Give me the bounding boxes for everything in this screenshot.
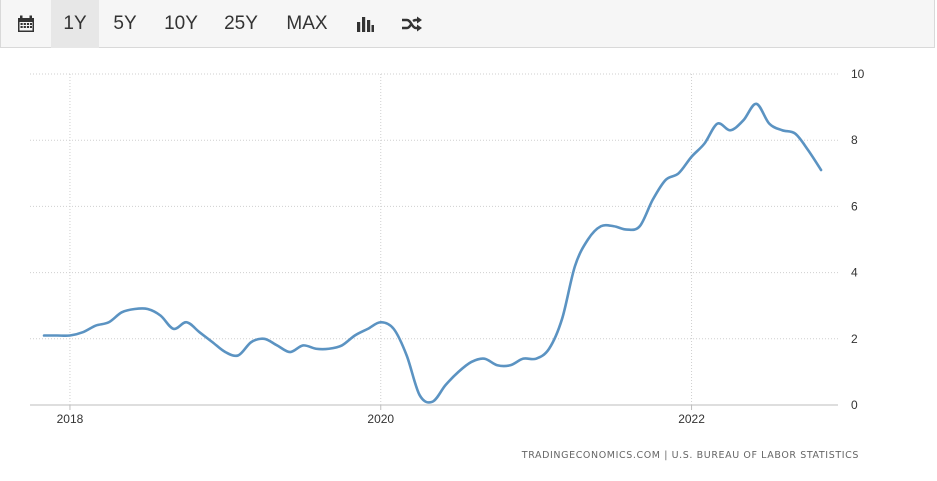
source-note: TRADINGECONOMICS.COM | U.S. BUREAU OF LA… (521, 450, 859, 461)
calendar-icon[interactable] (7, 0, 45, 48)
range-1y-button[interactable]: 1Y (51, 0, 99, 48)
shuffle-icon[interactable] (393, 0, 431, 48)
range-5y-button[interactable]: 5Y (113, 13, 137, 34)
bar-chart-icon[interactable] (347, 0, 383, 48)
line-chart: 0 2 4 6 8 10 2018 2020 2022 TRADINGECONOMICS.COM… (0, 48, 937, 481)
y-tick-label: 4 (851, 266, 858, 280)
range-25y-button[interactable]: 25Y (224, 13, 258, 34)
range-max-button[interactable]: MAX (286, 13, 328, 34)
y-tick-label: 8 (851, 133, 858, 147)
series-line (42, 102, 823, 404)
y-tick-label: 0 (851, 398, 858, 412)
x-tick-label: 2020 (367, 412, 394, 426)
chart-canvas: 0 2 4 6 8 10 2018 2020 2022 (30, 67, 865, 426)
y-tick-label: 2 (851, 332, 858, 346)
range-10y-button[interactable]: 10Y (164, 13, 198, 34)
x-tick-label: 2018 (57, 412, 84, 426)
y-tick-label: 6 (851, 199, 858, 213)
x-tick-label: 2022 (678, 412, 705, 426)
chart-toolbar: 1Y 5Y 10Y 25Y MAX (0, 0, 935, 48)
y-tick-label: 10 (851, 67, 865, 81)
